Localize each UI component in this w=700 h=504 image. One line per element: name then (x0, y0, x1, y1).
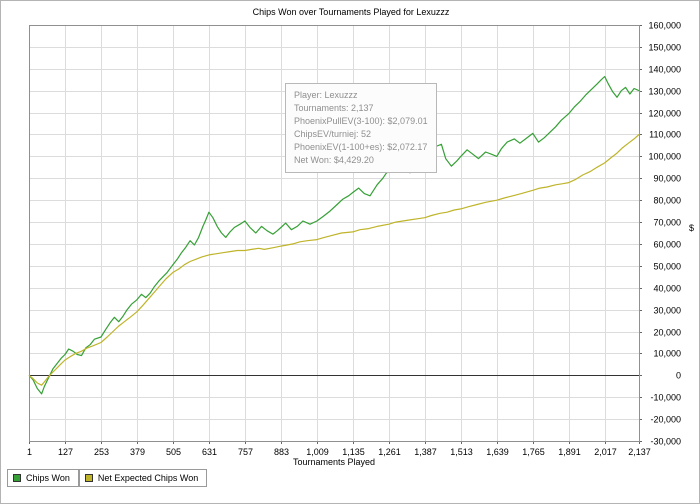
x-tick-label: 631 (202, 447, 217, 457)
y-tick-label: 120,000 (648, 109, 681, 119)
x-tick-label: 505 (166, 447, 181, 457)
y-tick-label: -30,000 (650, 437, 681, 447)
y-tick-label: 0 (676, 371, 681, 381)
legend-item-chips-won: Chips Won (7, 469, 79, 487)
y-tick-label: 80,000 (653, 196, 681, 206)
y-tick-label: 100,000 (648, 152, 681, 162)
y-tick-label: 130,000 (648, 87, 681, 97)
y-tick-label: 90,000 (653, 174, 681, 184)
series-line-0 (28, 75, 640, 395)
y-tick-label: 10,000 (653, 349, 681, 359)
legend-item-net-expected: Net Expected Chips Won (78, 469, 208, 487)
x-tick-label: 1,891 (558, 447, 581, 457)
y-tick-label: 70,000 (653, 218, 681, 228)
infobox-networn: Net Won: $4,429.20 (294, 155, 374, 166)
x-tick-label: 1,261 (378, 447, 401, 457)
y-axis-title: $ (689, 223, 695, 233)
x-tick-label: 1,765 (522, 447, 545, 457)
x-tick-label: 2,017 (594, 447, 617, 457)
infobox-player: Player: Lexuzzz (294, 90, 358, 100)
x-tick-label: 2,137 (628, 447, 651, 457)
y-tick-label: 50,000 (653, 262, 681, 272)
x-tick-label: 757 (238, 447, 253, 457)
x-tick-label: 1,009 (306, 447, 329, 457)
legend-label-chips-won: Chips Won (26, 473, 70, 483)
infobox-chipsev: ChipsEV/turniej: 52 (294, 129, 372, 140)
infobox-phoenixpullev: PhoenixPullEV(3-100): $2,079.01 (294, 116, 428, 127)
x-tick-label: 379 (130, 447, 145, 457)
x-tick-label: 127 (58, 447, 73, 457)
x-tick-label: 1,639 (486, 447, 509, 457)
x-tick-label: 1,135 (342, 447, 365, 457)
x-tick-label: 1,387 (414, 447, 437, 457)
y-tick-label: 160,000 (648, 21, 681, 31)
y-tick-label: 40,000 (653, 284, 681, 294)
x-tick-label: 1 (27, 447, 32, 457)
x-tick-label: 253 (94, 447, 109, 457)
y-tick-label: 110,000 (649, 130, 681, 140)
chart-title: Chips Won over Tournaments Played for Le… (252, 7, 450, 17)
legend: Chips Won Net Expected Chips Won (7, 469, 208, 487)
plot-border (29, 25, 640, 442)
y-tick-label: 60,000 (653, 240, 681, 250)
x-tick-label: 883 (274, 447, 289, 457)
y-tick-label: -10,000 (650, 393, 681, 403)
chips-won-swatch-icon (13, 474, 21, 482)
net-expected-swatch-icon (84, 474, 93, 482)
legend-label-net-expected: Net Expected Chips Won (97, 473, 199, 483)
series-line-1 (28, 134, 640, 386)
y-tick-label: 20,000 (653, 328, 681, 338)
infobox-tournaments: Tournaments: 2,137 (294, 103, 374, 114)
y-tick-label: 150,000 (648, 43, 681, 53)
x-axis-title: Tournaments Played (292, 457, 376, 467)
y-tick-label: -20,000 (650, 415, 681, 425)
stats-infobox: Player: Lexuzzz Tournaments: 2,137 Phoen… (285, 83, 437, 174)
x-tick-label: 1,513 (450, 447, 473, 457)
y-tick-label: 30,000 (653, 306, 681, 316)
infobox-phoenixev: PhoenixEV(1-100+es): $2,072.17 (294, 142, 428, 153)
plot-area: 160,000150,000140,000130,000120,000110,0… (27, 21, 681, 458)
y-tick-label: 140,000 (648, 65, 681, 75)
